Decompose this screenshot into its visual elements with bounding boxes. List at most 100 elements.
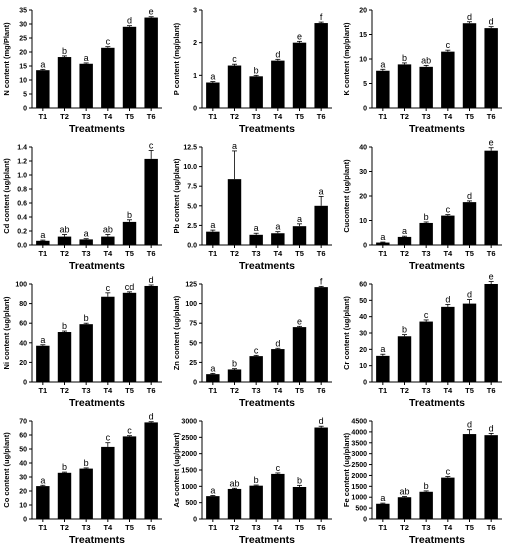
significance-letter: c <box>446 467 451 477</box>
significance-letter: a <box>254 223 259 233</box>
bar-t4 <box>271 473 285 519</box>
y-tick-label: 40 <box>359 314 367 321</box>
y-tick-label: 1500 <box>351 484 367 491</box>
y-tick-label: 20 <box>359 347 367 354</box>
y-axis-label: K content (mg/plant) <box>342 22 351 95</box>
x-tick-label: T5 <box>465 523 474 532</box>
y-tick-label: 10 <box>19 503 27 510</box>
x-tick-label: T5 <box>295 523 304 532</box>
y-axis-label: P content (mg/plant) <box>172 22 181 95</box>
y-tick-label: 0 <box>363 517 367 524</box>
bar-t5 <box>292 327 307 382</box>
bar-t5 <box>462 303 477 382</box>
significance-letter: ab <box>59 225 69 235</box>
x-tick-label: T3 <box>422 523 431 532</box>
significance-letter: a <box>380 493 385 503</box>
significance-letter: ab <box>421 55 431 65</box>
bar-t6 <box>484 435 498 519</box>
significance-letter: e <box>297 31 302 41</box>
y-tick-label: 4500 <box>351 419 367 426</box>
x-tick-label: T3 <box>82 386 91 395</box>
chart-panel-9: 0 10 20 30 40 50 60 a T1 b T2 c T3 d T4 d T5 e T6 Treatment… <box>342 272 502 409</box>
y-tick-label: 20 <box>19 50 27 57</box>
bar-t4 <box>441 51 455 108</box>
significance-letter: c <box>424 310 429 320</box>
x-tick-label: T4 <box>103 112 113 121</box>
significance-letter: b <box>402 325 407 335</box>
x-tick-label: T6 <box>317 112 326 121</box>
y-axis-label: N content (mg/Plant) <box>2 22 11 96</box>
y-tick-label: 2 <box>193 40 197 47</box>
significance-letter: d <box>467 191 472 201</box>
y-tick-label: 5.0 <box>187 203 197 210</box>
x-tick-label: T1 <box>378 386 387 395</box>
y-tick-label: 30 <box>19 22 27 29</box>
bar-t6 <box>314 287 328 382</box>
significance-letter: a <box>380 232 385 242</box>
x-tick-label: T3 <box>252 523 261 532</box>
y-tick-label: 5 <box>363 81 367 88</box>
significance-letter: a <box>84 229 89 239</box>
x-axis-label: Treatments <box>239 123 295 135</box>
significance-letter: d <box>319 416 324 426</box>
y-tick-label: 0.0 <box>17 243 27 250</box>
y-tick-label: 10.0 <box>183 164 197 171</box>
significance-letter: e <box>489 138 494 148</box>
significance-letter: d <box>149 275 154 285</box>
significance-letter: a <box>275 222 280 232</box>
significance-letter: e <box>149 7 154 17</box>
y-tick-label: 25 <box>19 36 27 43</box>
y-tick-label: 0 <box>23 106 27 113</box>
bar-t4 <box>441 477 455 519</box>
x-tick-label: T2 <box>60 523 69 532</box>
y-tick-label: 1000 <box>351 495 367 502</box>
x-axis-label: Treatments <box>239 397 295 409</box>
y-tick-label: 35 <box>19 8 27 15</box>
y-tick-label: 70 <box>19 419 27 426</box>
significance-letter: ab <box>399 487 409 497</box>
y-tick-label: 75 <box>189 321 197 328</box>
x-tick-label: T4 <box>103 523 113 532</box>
x-tick-label: T1 <box>208 112 217 121</box>
x-tick-label: T1 <box>208 386 217 395</box>
significance-letter: a <box>40 230 45 240</box>
bar-t2 <box>397 236 412 245</box>
y-tick-label: 0 <box>193 106 197 113</box>
y-tick-label: 10 <box>359 363 367 370</box>
y-tick-label: 60 <box>359 282 367 289</box>
significance-letter: b <box>62 462 67 472</box>
y-tick-label: 3 <box>193 8 197 15</box>
y-tick-label: 20 <box>359 8 367 15</box>
x-tick-label: T6 <box>317 523 326 532</box>
y-tick-label: 100 <box>185 301 197 308</box>
x-axis-label: Treatments <box>409 123 465 135</box>
y-axis-label: Pb content (ug/plant) <box>172 158 181 233</box>
significance-letter: e <box>297 316 302 326</box>
significance-letter: d <box>275 338 280 348</box>
significance-letter: b <box>62 321 67 331</box>
x-tick-label: T4 <box>273 249 283 258</box>
bar-t1 <box>36 345 50 382</box>
y-tick-label: 3000 <box>351 451 367 458</box>
significance-letter: b <box>297 475 302 485</box>
bar-t6 <box>314 427 328 519</box>
y-tick-label: 3500 <box>351 440 367 447</box>
significance-letter: b <box>84 458 89 468</box>
significance-letter: ab <box>103 225 113 235</box>
significance-letter: f <box>320 276 323 286</box>
bar-t6 <box>484 284 498 382</box>
x-tick-label: T6 <box>147 249 156 258</box>
y-tick-label: 1.4 <box>17 145 27 152</box>
bar-t1 <box>376 503 390 519</box>
bar-t1 <box>206 374 220 382</box>
bar-t5 <box>462 23 477 109</box>
significance-letter: d <box>467 420 472 430</box>
significance-letter: d <box>149 412 154 422</box>
chart-panel-2: 0 1 2 3 a T1 c T2 b T3 d T4 e T5 f T6 Treatments P conten… <box>172 8 332 135</box>
y-tick-label: 1000 <box>181 484 197 491</box>
x-tick-label: T2 <box>400 386 409 395</box>
x-tick-label: T4 <box>443 523 453 532</box>
significance-letter: c <box>254 345 259 355</box>
chart-panel-4: 0.0 0.2 0.4 0.6 0.8 1.0 1.2 1.4 a T1 ab T2 a T3 ab T4 b T… <box>2 141 162 272</box>
y-tick-label: 500 <box>185 500 197 507</box>
